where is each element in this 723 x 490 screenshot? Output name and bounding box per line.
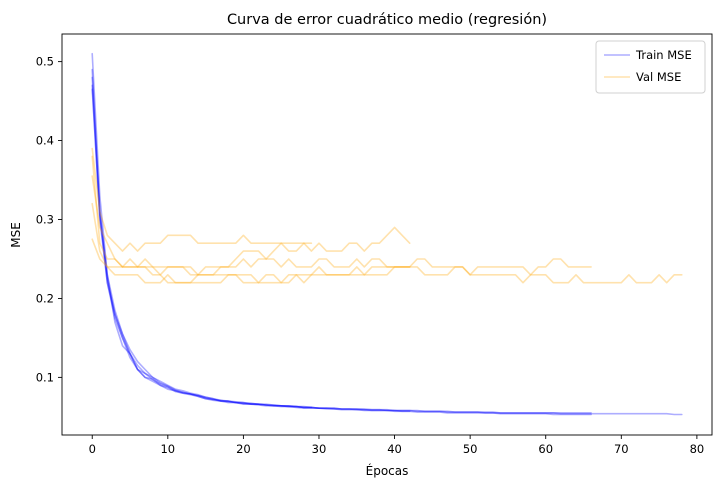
x-tick-label: 10 (160, 442, 175, 456)
y-tick-label: 0.2 (36, 291, 54, 305)
train-mse-line-2 (91, 76, 592, 416)
y-tick-label: 0.3 (36, 213, 54, 227)
train-mse-line-1 (91, 52, 411, 413)
train-mse-line-5 (91, 68, 313, 409)
x-tick-label: 60 (538, 442, 553, 456)
y-tick-label: 0.1 (36, 370, 54, 384)
x-axis-label: Épocas (366, 463, 409, 478)
x-tick-label: 40 (387, 442, 402, 456)
train-mse-line-4 (91, 84, 592, 414)
train-mse-line-3 (91, 88, 683, 416)
x-tick-label: 80 (690, 442, 705, 456)
x-tick-label: 70 (614, 442, 629, 456)
val-mse-line-7 (91, 175, 411, 276)
legend: Train MSE Val MSE (595, 40, 706, 94)
val-mse-line-8 (91, 202, 683, 284)
chart-title: Curva de error cuadrático medio (regresi… (227, 12, 547, 28)
legend-box (595, 40, 706, 94)
val-mse-line-6 (91, 147, 313, 252)
x-tick-label: 0 (89, 442, 96, 456)
series-layer (91, 52, 683, 416)
y-axis-label: MSE (9, 222, 23, 248)
val-mse-line-9 (91, 238, 592, 284)
y-axis: 0.1 0.2 0.3 0.4 0.5 (36, 55, 62, 384)
legend-label-val: Val MSE (636, 70, 681, 84)
x-tick-label: 20 (236, 442, 251, 456)
y-tick-label: 0.4 (36, 134, 54, 148)
x-tick-label: 50 (463, 442, 478, 456)
x-axis: 0 10 20 30 40 50 60 70 80 (89, 435, 705, 456)
val-mse-line-10 (91, 155, 411, 276)
legend-label-train: Train MSE (635, 48, 692, 62)
plot-frame (61, 33, 713, 436)
x-tick-label: 30 (312, 442, 327, 456)
y-tick-label: 0.5 (36, 55, 54, 69)
